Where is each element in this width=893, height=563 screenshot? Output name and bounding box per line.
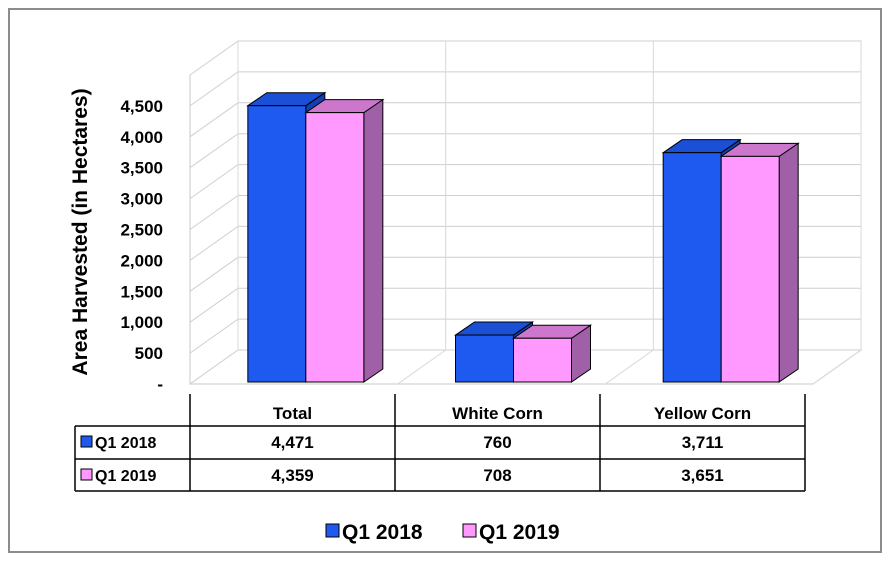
gridlines xyxy=(189,40,862,385)
y-tick-label: 1,500 xyxy=(120,282,163,301)
table-value: 4,359 xyxy=(271,466,314,485)
bar-front xyxy=(455,334,514,383)
y-tick-label: 4,000 xyxy=(120,128,163,147)
legend-key xyxy=(325,523,340,538)
data-table: Total White Corn Yellow Corn Q1 2018 4,471 76… xyxy=(74,394,806,492)
table-legend-key xyxy=(80,435,93,448)
table-value: 3,651 xyxy=(681,466,724,485)
y-tick-label: 2,500 xyxy=(120,221,163,240)
y-tick-label: 3,500 xyxy=(120,159,163,178)
legend-label: Q1 2018 xyxy=(342,521,423,544)
y-tick-label: 500 xyxy=(135,344,163,363)
floor-divider xyxy=(605,349,654,385)
table-series-name: Q1 2019 xyxy=(95,468,156,485)
bar-front xyxy=(247,105,307,383)
bar-front xyxy=(720,155,780,383)
legend-label: Q1 2019 xyxy=(479,521,560,544)
y-tick-label: 4,500 xyxy=(120,97,163,116)
bar-front xyxy=(513,337,572,383)
table-category-label: Yellow Corn xyxy=(654,404,751,423)
y-tick-label: - xyxy=(157,375,163,394)
bar-front xyxy=(662,152,722,383)
floor-divider xyxy=(397,349,446,385)
table-category-label: Total xyxy=(273,404,312,423)
y-tick-label: 3,000 xyxy=(120,190,163,209)
bar-side xyxy=(778,142,799,383)
bar xyxy=(304,98,385,383)
table-value: 3,711 xyxy=(682,433,724,452)
floor-divider xyxy=(812,349,862,385)
bar xyxy=(719,142,800,383)
y-tick-label: 2,000 xyxy=(120,251,163,270)
legend-key xyxy=(462,523,477,538)
table-value: 760 xyxy=(483,433,511,452)
bar-side xyxy=(363,98,384,383)
y-axis-title: Area Harvested (in Hectares) xyxy=(69,88,92,375)
y-tick-label: 1,000 xyxy=(120,313,163,332)
table-value: 708 xyxy=(483,466,511,485)
chart-frame xyxy=(8,8,882,553)
table-category-label: White Corn xyxy=(452,404,543,423)
bar xyxy=(511,324,593,383)
floor-divider xyxy=(189,349,239,385)
table-legend-key xyxy=(80,468,93,481)
table-value: 4,471 xyxy=(271,433,314,452)
bar-front xyxy=(305,112,365,383)
y-axis: - 500 1,000 1,500 2,000 2,500 3,000 3,500 4,000 4… xyxy=(120,97,163,394)
table-series-name: Q1 2018 xyxy=(95,435,156,452)
legend: Q1 2018 Q1 2019 xyxy=(325,521,560,544)
bars xyxy=(246,91,800,383)
